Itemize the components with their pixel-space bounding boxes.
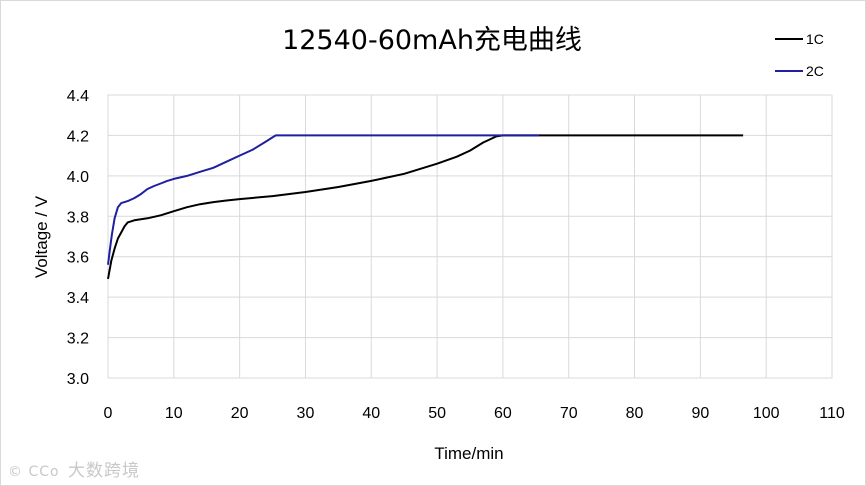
x-tick-label: 20 (231, 405, 249, 422)
y-tick-label: 3.0 (67, 371, 89, 388)
y-axis-label: Voltage / V (32, 195, 51, 278)
x-tick-label: 40 (362, 405, 380, 422)
series-line-2c (107, 134, 540, 265)
x-tick-label: 110 (819, 405, 845, 422)
y-tick-label: 4.0 (67, 169, 89, 186)
x-tick-label: 0 (104, 405, 113, 422)
x-axis-label: Time/min (434, 444, 503, 463)
grid (107, 94, 833, 379)
y-tick-label: 4.4 (67, 88, 89, 105)
series-group (107, 134, 744, 280)
watermark: © CCo 大数跨境 (8, 456, 140, 481)
y-tick-label: 3.4 (67, 290, 89, 307)
legend-label-1c: 1C (806, 31, 824, 47)
y-tick-label: 3.2 (67, 331, 89, 348)
x-tick-label: 60 (494, 405, 512, 422)
chart-title: 12540-60mAh充电曲线 (282, 25, 582, 56)
x-axis-ticks: 0 10 20 30 40 50 60 70 80 90 100 110 (104, 405, 845, 422)
watermark-text: 大数跨境 (67, 461, 140, 481)
x-tick-label: 50 (428, 405, 446, 422)
plot-area-border (107, 94, 833, 379)
legend-label-2c: 2C (806, 63, 824, 79)
x-tick-label: 70 (560, 405, 578, 422)
y-tick-label: 4.2 (67, 128, 89, 145)
series-line-1c (107, 134, 744, 280)
x-tick-label: 30 (297, 405, 315, 422)
y-tick-label: 3.6 (67, 250, 89, 267)
watermark-logo: © CCo (8, 464, 60, 480)
legend: 1C 2C (775, 31, 824, 79)
x-tick-label: 10 (165, 405, 183, 422)
y-axis-ticks: 3.0 3.2 3.4 3.6 3.8 4.0 4.2 4.4 (67, 88, 89, 388)
x-tick-label: 90 (691, 405, 709, 422)
x-tick-label: 80 (626, 405, 644, 422)
x-tick-label: 100 (753, 405, 780, 422)
y-tick-label: 3.8 (67, 209, 89, 226)
